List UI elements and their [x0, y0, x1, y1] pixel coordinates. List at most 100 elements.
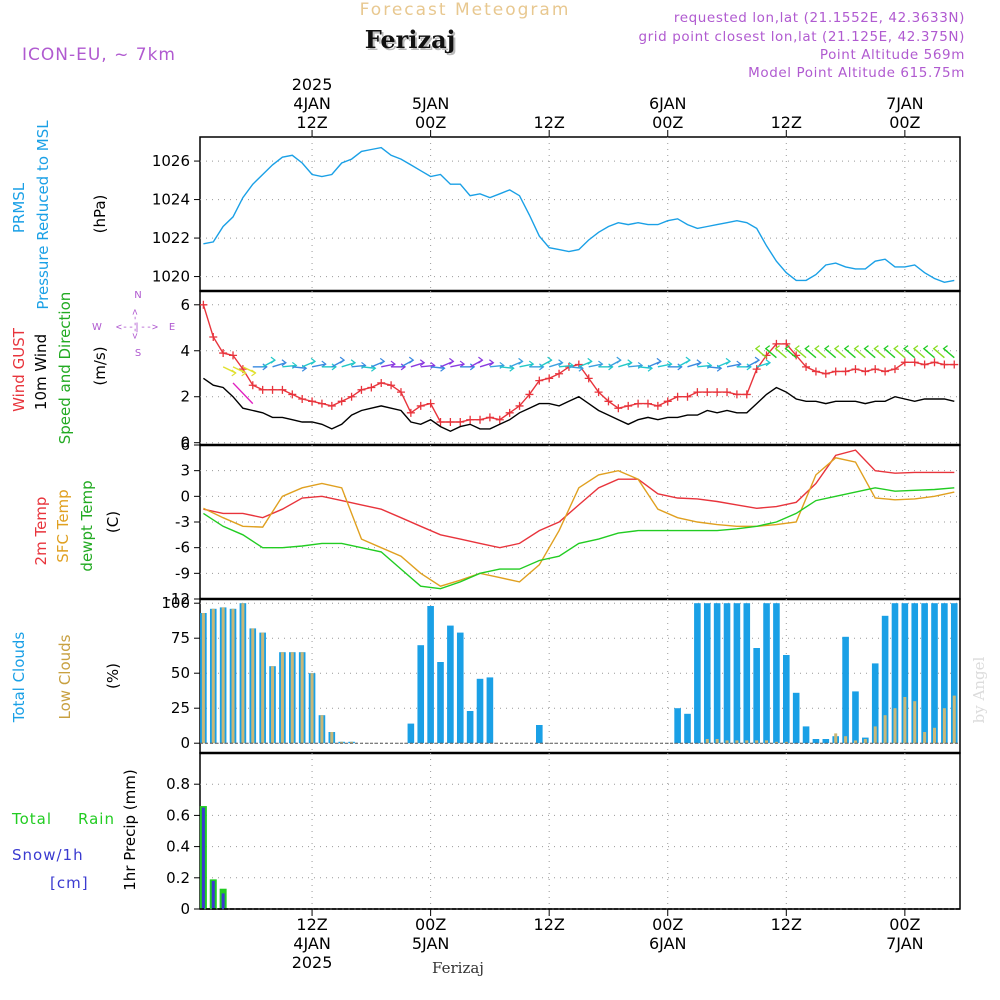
- low-cloud-bar: [251, 628, 255, 744]
- wind-direction-arrowhead: [912, 345, 919, 353]
- y-tick-label: -9: [175, 564, 190, 582]
- time-label: 00Z: [889, 113, 920, 132]
- low-cloud-bar: [844, 736, 848, 744]
- wind-gust-marker: [298, 395, 307, 404]
- precip-snow-label: Snow/1h: [12, 846, 84, 864]
- low-cloud-bar: [893, 708, 897, 744]
- wind-gust-marker: [950, 360, 959, 369]
- point-altitude: Point Altitude 569m: [820, 47, 965, 63]
- wind-speed-dir-label: Speed and Direction: [56, 292, 74, 445]
- pressure-label-main: PRMSL: [10, 182, 28, 233]
- wind-direction-arrow: [420, 364, 435, 368]
- wind-direction-arrow: [588, 363, 603, 368]
- wind-direction-arrowhead: [765, 359, 772, 367]
- time-label: 4JAN: [293, 934, 331, 953]
- wind-direction-arrowhead: [241, 369, 247, 377]
- wind-gust-marker: [890, 365, 899, 374]
- wind-direction-arrowhead: [814, 345, 820, 353]
- wind-gust-marker: [871, 365, 880, 374]
- wind-direction-arrowhead: [419, 359, 426, 367]
- low-cloud-bar: [735, 740, 739, 744]
- wind-direction-arrowhead: [587, 357, 593, 365]
- wind-direction-arrowhead: [231, 369, 237, 377]
- precip-panel-frame: [199, 752, 961, 910]
- wind-direction-arrowhead: [331, 363, 337, 371]
- wind-direction-arrowhead: [656, 357, 662, 365]
- time-label: 2025: [292, 75, 333, 94]
- total-cloud-bar: [792, 692, 800, 744]
- wind-gust-marker: [416, 401, 425, 410]
- total-cloud-bar: [842, 636, 849, 744]
- wind-direction-arrow: [410, 362, 425, 368]
- y-tick-label: 0: [180, 487, 190, 505]
- low-cloud-bar: [310, 673, 314, 744]
- time-label: 00Z: [415, 915, 446, 934]
- wind-direction-arrow: [687, 362, 702, 368]
- y-tick-label: 3: [180, 462, 190, 480]
- wind-direction-arrowhead: [677, 363, 683, 371]
- wind-gust-marker: [624, 401, 633, 410]
- wind-direction-arrowhead: [518, 357, 524, 365]
- wind-direction-arrowhead: [784, 345, 790, 353]
- wind-gust-marker: [811, 367, 820, 376]
- wind-gust-marker: [772, 339, 781, 348]
- wind-gust-marker: [327, 401, 336, 410]
- low-cloud-bar: [863, 739, 867, 744]
- wind-direction-arrowhead: [932, 345, 939, 353]
- pressure-label-sub: Pressure Reduced to MSL: [34, 120, 52, 310]
- wind-direction-arrowhead: [863, 345, 869, 353]
- wind-direction-arrowhead: [400, 363, 407, 371]
- t2m-label: 2m Temp: [32, 497, 50, 566]
- total-cloud-bar: [812, 739, 820, 744]
- compass-north: N: [134, 290, 141, 301]
- wind-gust-marker: [673, 392, 682, 401]
- wind-gust-marker: [387, 381, 396, 390]
- time-label: 12Z: [534, 113, 565, 132]
- low-cloud-bar: [290, 652, 294, 744]
- wind-gust-marker: [545, 374, 554, 383]
- wind-direction-arrow: [638, 366, 653, 369]
- total-cloud-bar: [852, 691, 859, 744]
- total-cloud-bar: [674, 708, 681, 744]
- model-label: ICON-EU, ~ 7km: [22, 45, 176, 65]
- wind-direction-arrowhead: [922, 345, 929, 353]
- wind-direction-arrow: [697, 364, 712, 368]
- wind-gust-marker: [920, 360, 929, 369]
- low-cloud-bar: [300, 652, 304, 744]
- wind-gust-marker: [584, 374, 593, 383]
- low-cloud-bar: [715, 739, 719, 744]
- wind-gust-marker: [367, 383, 376, 392]
- compass-west: W: [92, 322, 102, 333]
- wind-direction-arrow: [568, 366, 583, 369]
- wind-direction-arrow: [618, 362, 632, 368]
- total-cloud-bar: [891, 603, 899, 744]
- total-cloud-bar: [456, 632, 464, 744]
- wind-direction-arrowhead: [608, 363, 614, 371]
- model-altitude: Model Point Altitude 615.75m: [748, 65, 965, 81]
- wind-gust-marker: [476, 415, 485, 424]
- total-cloud-bar: [447, 625, 454, 744]
- wind-direction-arrowhead: [685, 356, 691, 364]
- app-title: Forecast Meteogram: [360, 0, 571, 20]
- wind-direction-arrowhead: [598, 360, 604, 368]
- total-cloud-bar: [881, 615, 889, 744]
- wind-direction-arrowhead: [942, 345, 948, 353]
- wind-direction-arrowhead: [251, 369, 257, 377]
- wind-direction-arrowhead: [667, 360, 673, 368]
- low-cloud-bar: [952, 695, 956, 744]
- wind-direction-arrowhead: [873, 345, 879, 353]
- wind-direction-arrowhead: [843, 345, 850, 353]
- wind-gust-marker: [229, 351, 238, 360]
- wind-gust-marker: [317, 399, 326, 408]
- wind-direction-arrowhead: [764, 345, 771, 353]
- y-tick-label: 2: [180, 388, 190, 406]
- time-label: 12Z: [771, 113, 802, 132]
- low-cloud-bar: [873, 726, 877, 744]
- total-cloud-bar: [871, 663, 879, 744]
- low-cloud-bar: [320, 715, 324, 744]
- wind-direction-arrowhead: [449, 357, 455, 365]
- y-tick-label: -6: [175, 539, 190, 557]
- low-cloud-bar: [280, 652, 284, 744]
- total-cloud-bar: [931, 603, 938, 744]
